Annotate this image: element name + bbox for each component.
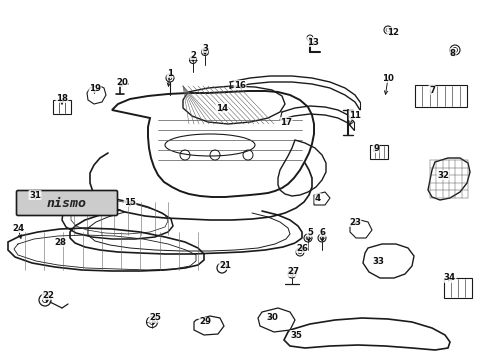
Text: 18: 18 [56, 94, 68, 103]
Text: 8: 8 [449, 49, 455, 58]
Text: 27: 27 [286, 267, 299, 276]
FancyBboxPatch shape [17, 190, 117, 216]
Text: 22: 22 [42, 291, 54, 300]
Text: 1: 1 [167, 68, 173, 77]
Text: 10: 10 [381, 73, 393, 82]
Text: 2: 2 [190, 50, 196, 59]
Text: 33: 33 [371, 257, 383, 266]
Text: 26: 26 [295, 243, 307, 252]
Text: 14: 14 [216, 104, 227, 113]
Text: 19: 19 [89, 84, 101, 93]
Text: 6: 6 [319, 228, 325, 237]
Text: 25: 25 [149, 314, 161, 323]
Text: 28: 28 [54, 238, 66, 247]
Text: 13: 13 [306, 37, 318, 46]
Text: 20: 20 [116, 77, 128, 86]
Text: 4: 4 [314, 194, 321, 202]
Text: nismo: nismo [47, 197, 87, 210]
Text: 12: 12 [386, 27, 398, 36]
Text: 16: 16 [234, 81, 245, 90]
Text: 7: 7 [428, 86, 434, 95]
Text: 29: 29 [199, 318, 210, 327]
Text: 34: 34 [443, 274, 455, 283]
Text: 24: 24 [12, 224, 24, 233]
Text: 21: 21 [219, 261, 230, 270]
Text: 5: 5 [306, 228, 312, 237]
Text: 3: 3 [202, 44, 207, 53]
Text: 30: 30 [265, 314, 277, 323]
Text: 32: 32 [436, 171, 448, 180]
Text: 9: 9 [372, 144, 378, 153]
Text: 35: 35 [289, 330, 301, 339]
Text: 31: 31 [29, 190, 41, 199]
Text: 23: 23 [348, 217, 360, 226]
Text: 11: 11 [348, 111, 360, 120]
Text: 15: 15 [124, 198, 136, 207]
Text: 17: 17 [279, 117, 291, 126]
